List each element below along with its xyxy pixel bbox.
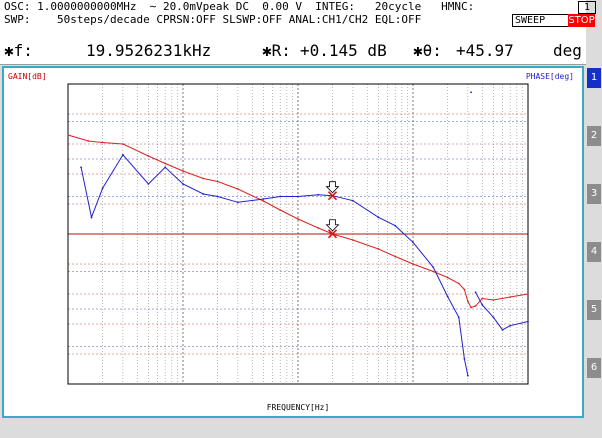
phase-point (297, 195, 299, 198)
gain-axis-label: GAIN[dB] (8, 72, 47, 81)
phase-point (182, 183, 184, 185)
trace-tab-2[interactable]: 2 (587, 126, 601, 146)
phase-point (236, 201, 239, 204)
gain-point (67, 134, 69, 136)
phase-point (121, 153, 124, 156)
gain-point (182, 170, 184, 172)
gain-point (470, 306, 472, 309)
phase-point (216, 195, 219, 198)
graph-window[interactable]: GAIN[dB] PHASE[deg] FREQUENCY[Hz] (2, 66, 584, 418)
hmnc-value[interactable]: 1 (578, 1, 596, 14)
gain-point (216, 180, 219, 183)
phase-point (202, 193, 205, 195)
trace-tab-6[interactable]: 6 (587, 358, 601, 378)
gain-point (432, 270, 435, 273)
phase-point (466, 374, 469, 377)
gain-point (394, 255, 397, 258)
phase-point (509, 324, 512, 327)
gain-point (466, 300, 469, 303)
frequency-label: ✱f: (4, 41, 33, 60)
trace-tab-4[interactable]: 4 (587, 242, 601, 262)
trace-tab-3[interactable]: 3 (587, 184, 601, 204)
phase-point (432, 266, 435, 269)
gain-point (202, 177, 205, 180)
sweep-mode[interactable]: SWEEP (512, 14, 570, 27)
phase-axis-label: PHASE[deg] (526, 72, 574, 81)
bode-plot[interactable]: GAIN[dB] PHASE[deg] FREQUENCY[Hz] (4, 68, 582, 416)
phase-point (412, 241, 414, 244)
phase-point (164, 166, 167, 169)
phase-point (527, 320, 529, 323)
phase-point (481, 303, 484, 306)
phase-point (474, 291, 477, 294)
phase-point (446, 295, 449, 298)
gain-point (297, 218, 299, 220)
trace-tab-5[interactable]: 5 (587, 300, 601, 320)
phase-trace (80, 153, 529, 376)
gain-point (121, 143, 124, 145)
trace-tabs: 1 2 3 4 5 6 (586, 66, 602, 418)
gain-point (147, 155, 150, 157)
phase-point (501, 328, 504, 331)
gain-point (509, 296, 512, 298)
cursor-arrow-icon (325, 219, 340, 232)
ratio-value: +0.145 dB (300, 41, 387, 60)
gain-point (474, 305, 477, 307)
phase-point (492, 316, 495, 319)
phase-point (351, 199, 354, 202)
gain-point (87, 140, 90, 142)
sweep-settings: SWP: 50steps/decade CPRSN:OFF SLSWP:OFF … (4, 13, 422, 26)
gain-point (164, 162, 167, 165)
gain-point (463, 288, 466, 291)
gain-point (279, 209, 282, 211)
phase-point (262, 198, 265, 200)
gain-point (527, 293, 529, 295)
plot-frame (67, 83, 529, 385)
gain-point (412, 263, 414, 265)
oscillator-settings: OSC: 1.0000000000MHz ∼ 20.0mVpeak DC 0.0… (4, 0, 475, 13)
phase-point (470, 91, 472, 94)
ratio-label: ✱R: (262, 41, 291, 60)
phase-unit: deg (553, 41, 582, 60)
gain-point (101, 141, 104, 144)
gain-point (262, 200, 265, 202)
gain-point (236, 188, 239, 190)
cursor-arrow-icon (325, 181, 340, 194)
grid (68, 84, 528, 384)
gain-point (317, 227, 320, 229)
phase-point (394, 224, 397, 227)
stop-button[interactable]: STOP (568, 14, 595, 27)
phase-point (90, 216, 93, 219)
phase-point (279, 195, 282, 198)
phase-point (147, 183, 150, 185)
measurement-readout: ✱f: 19.9526231kHz ✱R: +0.145 dB ✱θ: +45.… (0, 38, 586, 65)
gain-point (457, 282, 460, 285)
frequency-axis-label: FREQUENCY[Hz] (267, 403, 330, 412)
cursor-markers[interactable] (325, 181, 340, 239)
gain-point (492, 299, 495, 301)
phase-point (317, 193, 320, 196)
traces (67, 91, 529, 377)
gain-point (446, 276, 449, 279)
gain-point (481, 297, 484, 300)
phase-point (101, 187, 104, 190)
gain-point (377, 248, 380, 250)
gain-point (351, 239, 354, 241)
phase-label: ✱θ: (413, 41, 442, 60)
bottom-bar (0, 418, 602, 438)
phase-point (463, 358, 466, 360)
phase-value: +45.97 (456, 41, 514, 60)
phase-point (377, 216, 380, 219)
phase-point (80, 166, 83, 169)
cursor-cross-icon (327, 191, 338, 201)
phase-point (457, 316, 460, 319)
frequency-value: 19.9526231kHz (86, 41, 212, 60)
status-bar: OSC: 1.0000000000MHz ∼ 20.0mVpeak DC 0.0… (0, 0, 596, 39)
cursor-cross-icon (327, 229, 338, 239)
trace-tab-1[interactable]: 1 (587, 68, 601, 88)
